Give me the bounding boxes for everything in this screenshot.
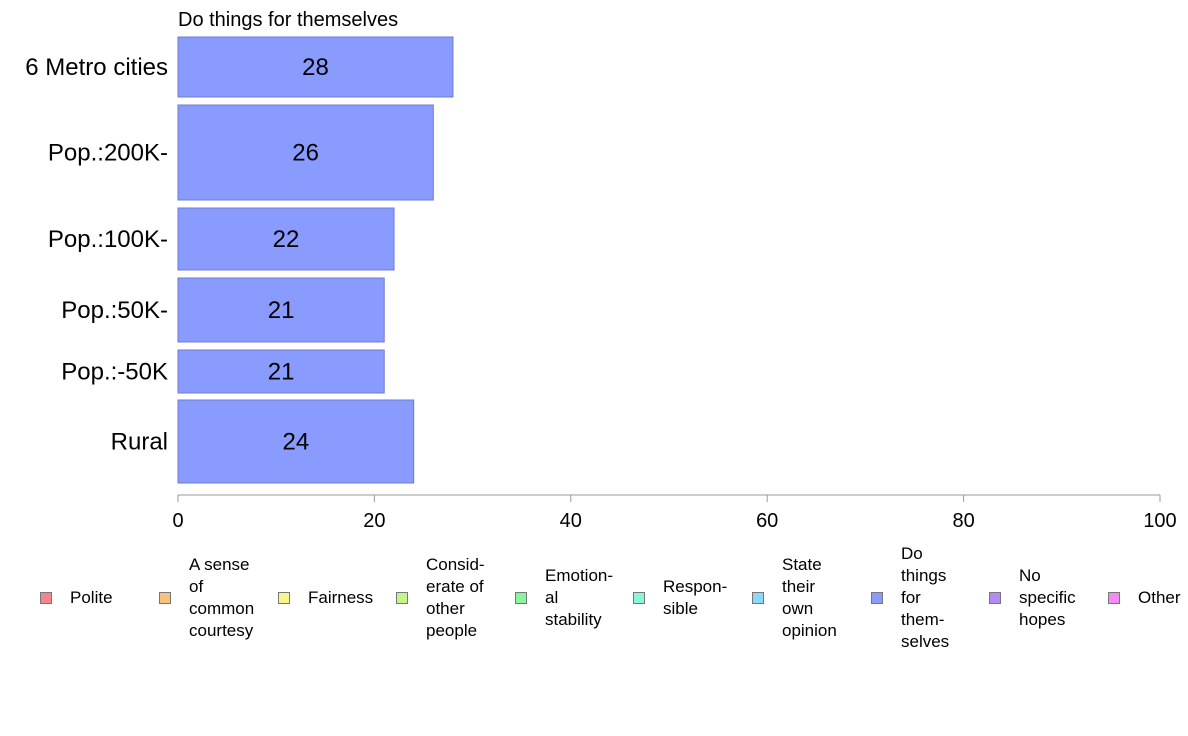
bar <box>177 399 415 484</box>
bar <box>177 104 434 201</box>
bar <box>177 36 454 98</box>
legend-swatch <box>159 592 171 604</box>
bar <box>177 349 385 394</box>
x-tick-label: 60 <box>756 510 778 532</box>
bar-value-label: 22 <box>273 226 300 253</box>
bar <box>177 207 395 271</box>
legend-label: Fairness <box>308 588 374 607</box>
legend-swatch <box>278 592 290 604</box>
legend-label: Respon- sible <box>663 577 728 618</box>
legend-label: Polite <box>70 588 113 607</box>
legend-label: Emotion- al stability <box>545 566 614 629</box>
legend-label: Consid- erate of other people <box>426 555 485 640</box>
bar-value-label: 24 <box>282 429 309 456</box>
bar-chart: Do things for themselves 28 6 Metro citie… <box>25 9 1177 532</box>
bar-value-label: 21 <box>268 359 295 386</box>
x-tick-label: 0 <box>172 510 183 532</box>
category-label: Rural <box>111 429 168 456</box>
chart-title: Do things for themselves <box>178 9 398 31</box>
legend-swatch <box>752 592 764 604</box>
bars-group: 28 6 Metro cities 26 Pop.:200K- 22 Pop.:100K-… <box>25 36 454 484</box>
legend-label: State their own opinion <box>782 555 837 640</box>
legend-label: Other <box>1138 588 1181 607</box>
x-axis: 0 20 40 60 80 100 <box>172 494 1177 532</box>
bar-value-label: 21 <box>268 297 295 324</box>
legend-swatch <box>515 592 527 604</box>
category-label: Pop.:200K- <box>48 140 168 167</box>
legend-label: A sense of common courtesy <box>189 555 255 640</box>
legend-swatch <box>40 592 52 604</box>
legend-swatch <box>989 592 1001 604</box>
category-label: 6 Metro cities <box>25 54 168 81</box>
bar-value-label: 28 <box>302 54 329 81</box>
bar <box>177 277 385 343</box>
x-tick-label: 20 <box>363 510 385 532</box>
x-tick-label: 100 <box>1143 510 1176 532</box>
bar-value-label: 26 <box>292 140 319 167</box>
category-label: Pop.:-50K <box>61 359 168 386</box>
legend-swatch <box>871 592 883 604</box>
legend-label: No specific hopes <box>1019 566 1076 629</box>
legend: Polite A sense of common courtesy Fairness… <box>0 540 1188 660</box>
legend-label: Do things for them- selves <box>901 544 950 651</box>
legend-swatch <box>1108 592 1120 604</box>
category-label: Pop.:50K- <box>61 297 168 324</box>
x-tick-label: 80 <box>952 510 974 532</box>
x-tick-label: 40 <box>560 510 582 532</box>
legend-swatch <box>396 592 408 604</box>
category-label: Pop.:100K- <box>48 226 168 253</box>
legend-swatch <box>633 592 645 604</box>
